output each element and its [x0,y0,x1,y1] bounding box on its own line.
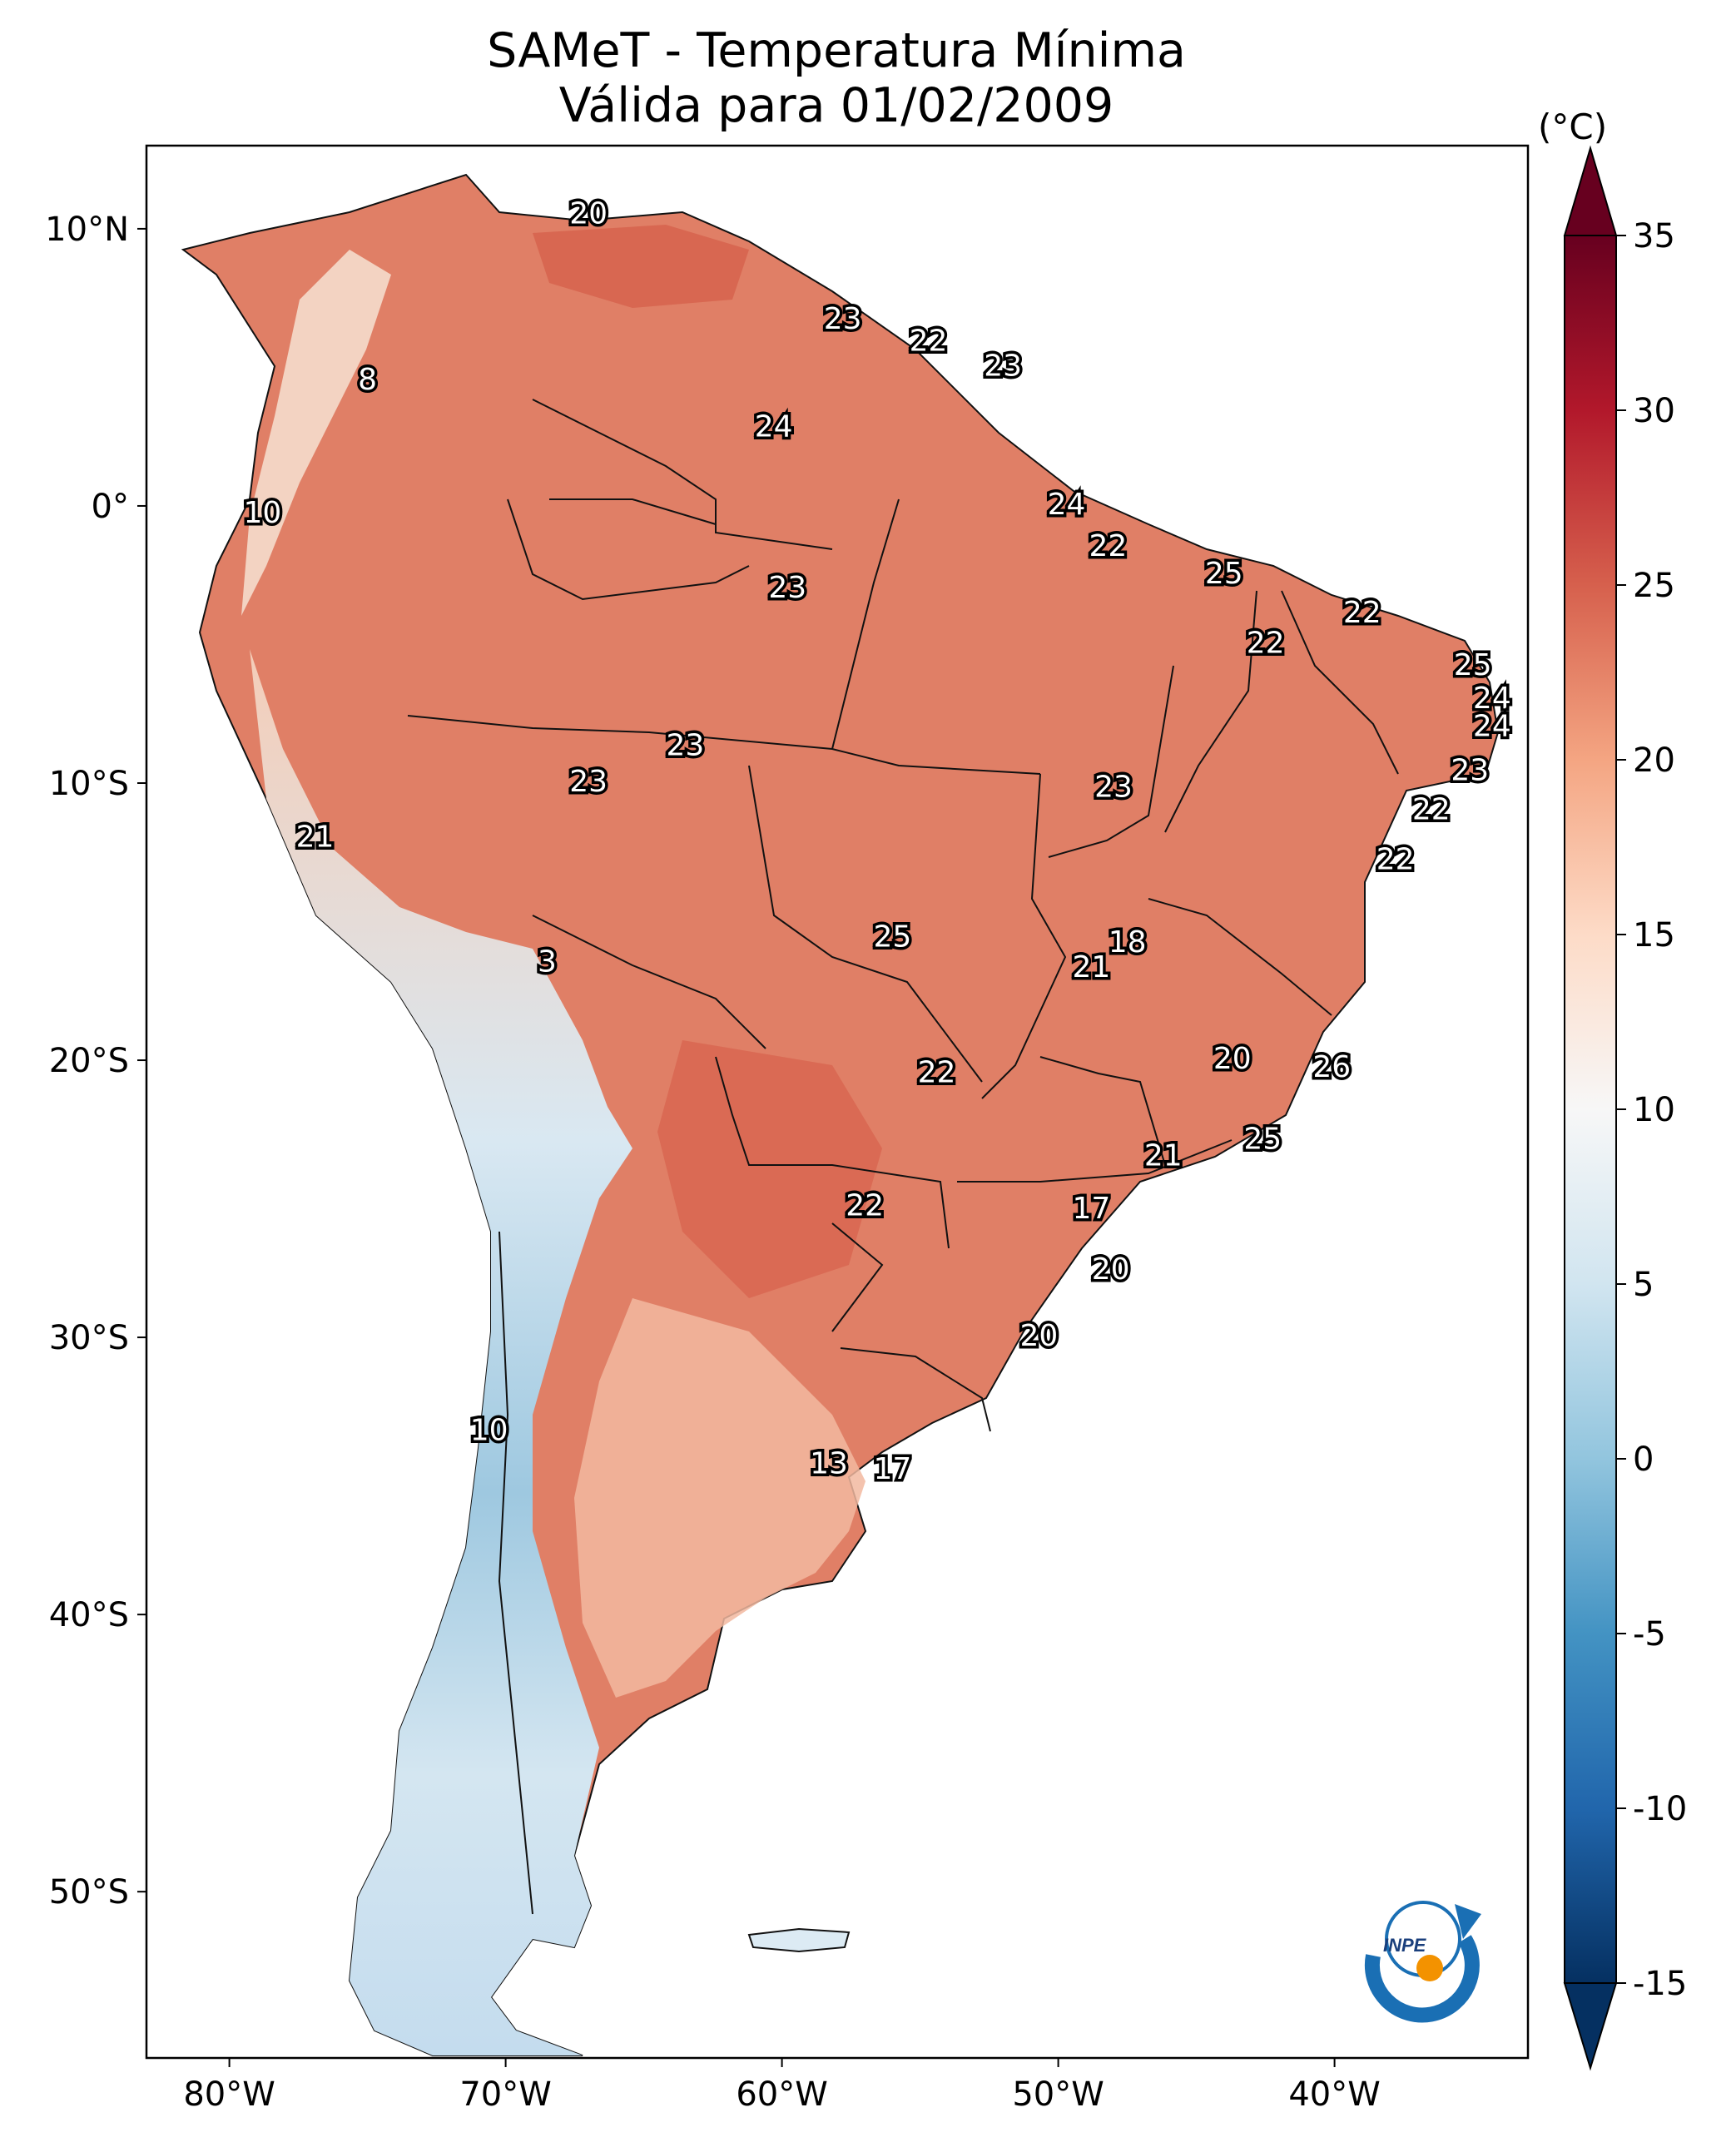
y-tick-label: 10°N [45,211,129,249]
temperature-label: 18 [1109,925,1147,959]
colorbar-ticks: 35 30 25 20 15 10 5 0 -5 -10 -15 [1616,217,1687,2003]
colorbar-min-extension [1563,1982,1618,2071]
temperature-label: 24 [1048,488,1086,522]
temperature-label: 25 [873,920,911,955]
colorbar-tick-label: 5 [1633,1266,1654,1304]
temperature-label: 25 [1205,557,1243,591]
x-tick-label: 60°W [736,2075,827,2114]
temperature-label: 25 [1243,1123,1282,1157]
colorbar-unit-label: (°C) [1538,107,1608,147]
temperature-label: 21 [1073,950,1111,984]
temperature-label: 24 [1473,709,1511,743]
inpe-logo: INPE [1364,1901,1481,2023]
temperature-label: 25 [1454,648,1492,682]
map-subtitle: Válida para 01/02/2009 [558,78,1114,133]
temperature-label: 23 [666,729,704,763]
temperature-label: 22 [846,1189,884,1223]
inpe-logo-text: INPE [1383,1935,1427,1956]
x-tick-label: 70°W [459,2075,551,2114]
map-area [181,173,1500,2056]
hot-core-region [533,225,749,308]
temperature-label: 22 [918,1056,956,1090]
temperature-label: 24 [1473,682,1511,716]
colorbar-tick-label: 20 [1633,741,1675,780]
temperature-label: 17 [873,1452,911,1486]
y-tick-label: 0° [92,488,129,526]
temperature-label: 10 [470,1413,508,1447]
falkland-islands [747,1927,851,1953]
temperature-label: 23 [824,302,862,336]
x-tick-label: 80°W [183,2075,275,2114]
temperature-label: 20 [1213,1042,1252,1076]
temperature-label: 22 [1376,842,1415,876]
temperature-label: 21 [296,821,335,855]
temperature-label: 26 [1312,1050,1351,1084]
pampas-mild-region [574,1298,866,1698]
temperature-label: 13 [810,1446,848,1480]
colorbar: 35 30 25 20 15 10 5 0 -5 -10 -15 [1563,145,1687,2071]
andes-cold-region [250,649,632,2055]
temperature-label: 3 [538,945,557,979]
hot-core-region-chaco [657,1040,882,1298]
y-tick-label: 20°S [49,1042,129,1080]
temperature-label: 22 [1247,626,1285,660]
temperature-label: 22 [1412,792,1451,826]
y-tick-label: 40°S [49,1596,129,1634]
temperature-label: 20 [569,196,608,231]
colorbar-tick-label: 35 [1633,217,1675,255]
colorbar-tick-label: 30 [1633,392,1675,430]
colorbar-tick-label: 10 [1633,1091,1675,1129]
colorbar-max-extension [1563,145,1618,236]
temperature-label: 23 [984,349,1022,383]
temperature-label: 23 [1451,754,1489,788]
colorbar-gradient [1564,235,1617,1984]
colorbar-tick-label: -5 [1633,1615,1666,1654]
temperature-label: 23 [768,571,806,605]
colorbar-tick-label: 0 [1633,1440,1654,1479]
map-title: SAMeT - Temperatura Mínima [487,23,1186,78]
temperature-label: 20 [1092,1252,1130,1287]
country-borders [407,399,1399,1915]
x-tick-label: 50°W [1012,2075,1104,2114]
temperature-label: 22 [1343,596,1381,630]
temperature-label: 22 [1089,529,1127,563]
map-frame [145,144,1530,2060]
y-tick-label: 50°S [49,1873,129,1912]
temperature-label: 8 [358,363,377,397]
longitude-axis: 80°W 70°W 60°W 50°W 40°W [183,2058,1381,2114]
temperature-label: 22 [910,324,948,358]
temperature-label: 17 [1073,1192,1111,1226]
y-tick-label: 10°S [49,765,129,803]
colorbar-tick-label: -10 [1633,1790,1687,1828]
northern-andes-cool [241,250,391,616]
temperature-label: 20 [1019,1319,1058,1353]
colorbar-tick-label: 25 [1633,567,1675,605]
colorbar-tick-label: -15 [1633,1965,1687,2003]
y-tick-label: 30°S [49,1319,129,1357]
temperature-label: 10 [244,496,282,530]
colorbar-tick-label: 15 [1633,916,1675,955]
temperature-label: 24 [755,410,793,444]
latitude-axis: 10°N 0° 10°S 20°S 30°S 40°S 50°S [45,211,146,1912]
temperature-label: 21 [1144,1139,1183,1173]
temperature-label: 23 [569,765,608,799]
temperature-label: 23 [1094,771,1133,805]
x-tick-label: 40°W [1288,2075,1380,2114]
